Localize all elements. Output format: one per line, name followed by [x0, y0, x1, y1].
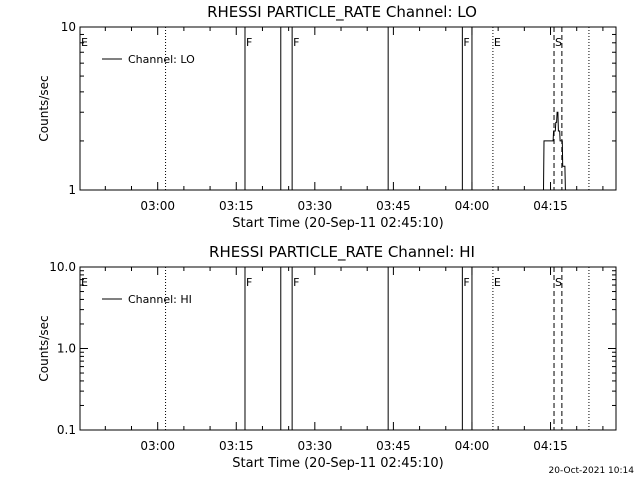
- legend-label-0: Channel: LO: [128, 53, 195, 66]
- x-tick-label-1: 04:15: [533, 439, 568, 453]
- y-tick-label-0: 10: [61, 20, 76, 34]
- x-axis-label-0: Start Time (20-Sep-11 02:45:10): [232, 216, 443, 231]
- x-tick-label-0: 03:30: [298, 199, 333, 213]
- marker-label-0: F: [246, 36, 252, 49]
- plot-frame-0: [79, 26, 617, 191]
- marker-label-0: F: [293, 36, 299, 49]
- marker-label-0: E: [81, 36, 88, 49]
- marker-label-0: F: [463, 36, 469, 49]
- y-tick-label-0: 1: [68, 183, 76, 197]
- marker-label-1: E: [494, 276, 501, 289]
- chart-title-1: RHESSI PARTICLE_RATE Channel: HI: [209, 243, 475, 262]
- x-tick-label-1: 03:45: [376, 439, 411, 453]
- marker-label-1: F: [246, 276, 252, 289]
- y-axis-label-0: Counts/sec: [37, 75, 51, 141]
- x-tick-label-1: 03:30: [298, 439, 333, 453]
- x-tick-label-1: 03:00: [140, 439, 175, 453]
- marker-label-1: S: [555, 276, 562, 289]
- y-axis-label-1: Counts/sec: [37, 315, 51, 381]
- x-tick-label-0: 04:00: [455, 199, 490, 213]
- marker-label-0: E: [494, 36, 501, 49]
- series-line-0-0: [543, 111, 566, 191]
- x-tick-label-0: 03:45: [376, 199, 411, 213]
- chart-title-0: RHESSI PARTICLE_RATE Channel: LO: [207, 3, 477, 22]
- y-tick-label-1: 10.0: [49, 260, 76, 274]
- plot-frame-1: [79, 266, 617, 431]
- marker-label-1: F: [463, 276, 469, 289]
- legend-label-1: Channel: HI: [128, 293, 192, 306]
- x-axis-label-1: Start Time (20-Sep-11 02:45:10): [232, 456, 443, 471]
- timestamp-footer: 20-Oct-2021 10:14: [548, 466, 634, 476]
- x-tick-label-0: 03:00: [140, 199, 175, 213]
- marker-label-1: F: [293, 276, 299, 289]
- x-tick-label-0: 04:15: [533, 199, 568, 213]
- y-tick-label-1: 1.0: [57, 342, 76, 356]
- x-tick-label-1: 03:15: [219, 439, 254, 453]
- x-tick-label-1: 04:00: [455, 439, 490, 453]
- y-tick-label-1: 0.1: [57, 423, 76, 437]
- marker-label-0: S: [555, 36, 562, 49]
- marker-label-1: E: [81, 276, 88, 289]
- x-tick-label-0: 03:15: [219, 199, 254, 213]
